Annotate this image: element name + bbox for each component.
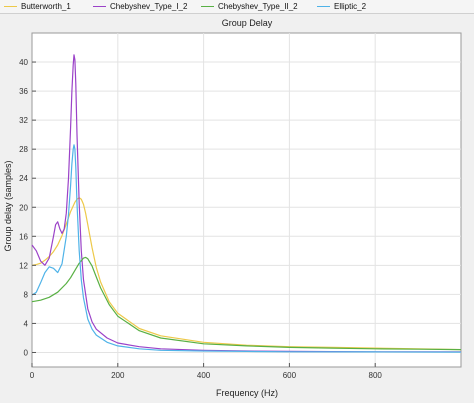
- legend-label: Chebyshev_Type_I_2: [110, 2, 188, 11]
- legend-label: Butterworth_1: [21, 2, 71, 11]
- legend-label: Elliptic_2: [334, 2, 367, 11]
- grid-lines: [32, 33, 461, 367]
- y-tick-label: 0: [24, 348, 29, 357]
- x-tick-label: 800: [369, 371, 383, 380]
- legend-item[interactable]: Chebyshev_Type_I_2: [93, 1, 187, 12]
- series-line[interactable]: [31, 197, 462, 351]
- y-tick-label: 20: [19, 203, 28, 212]
- y-tick-label: 28: [19, 145, 28, 154]
- legend-item[interactable]: Butterworth_1: [4, 1, 71, 12]
- legend-label: Chebyshev_Type_II_2: [218, 2, 298, 11]
- y-tick-label: 16: [19, 232, 28, 241]
- series-line[interactable]: [31, 256, 462, 351]
- plot-area[interactable]: [31, 32, 462, 368]
- chart-title: Group Delay: [222, 18, 273, 28]
- legend-item[interactable]: Elliptic_2: [317, 1, 366, 12]
- group-delay-chart: Group Delay 0 200 400 600 800 0 4 8 12 16 20 24 28 32…: [0, 14, 474, 403]
- legend: Butterworth_1 Chebyshev_Type_I_2 Chebyshev…: [0, 0, 474, 14]
- y-tick-label: 12: [19, 261, 28, 270]
- x-tick-label: 0: [30, 371, 35, 380]
- x-tick-label: 600: [283, 371, 297, 380]
- y-axis-label: Group delay (samples): [3, 160, 13, 251]
- legend-item[interactable]: Chebyshev_Type_II_2: [201, 1, 298, 12]
- legend-swatch: [4, 6, 17, 7]
- series-line[interactable]: [31, 54, 461, 353]
- y-tick-label: 32: [19, 116, 28, 125]
- series-line[interactable]: [31, 144, 462, 353]
- series-lines: [31, 54, 462, 353]
- legend-swatch: [93, 6, 106, 7]
- axis-ticks: 0 200 400 600 800 0 4 8 12 16 20 24 28 32 36 40: [19, 58, 382, 380]
- x-axis-label: Frequency (Hz): [216, 388, 278, 398]
- y-tick-label: 40: [19, 58, 28, 67]
- legend-swatch: [317, 6, 330, 7]
- x-tick-label: 400: [197, 371, 211, 380]
- x-tick-label: 200: [111, 371, 125, 380]
- y-tick-label: 8: [24, 290, 29, 299]
- y-tick-label: 24: [19, 174, 28, 183]
- y-tick-label: 4: [24, 319, 29, 328]
- legend-swatch: [201, 6, 214, 7]
- y-tick-label: 36: [19, 87, 28, 96]
